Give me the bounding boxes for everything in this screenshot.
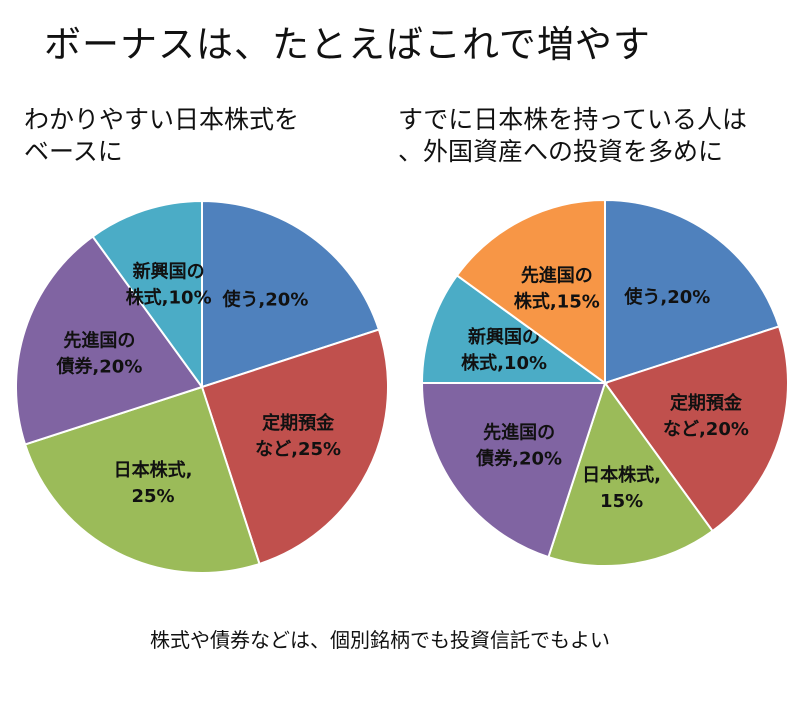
- left-pie-label-3: 先進国の債券,20%: [55, 330, 142, 378]
- right-pie-label-line: など,20%: [663, 419, 749, 440]
- right-pie-label-3: 先進国の債券,20%: [475, 421, 562, 469]
- left-pie-label-4: 新興国の株式,10%: [126, 260, 212, 308]
- right-pie-label-line: 定期預金: [670, 392, 743, 414]
- left-pie-slice-0: [201, 199, 381, 389]
- left-pie-slice-4: [91, 199, 203, 391]
- left-pie-label-line: など,25%: [255, 439, 341, 460]
- left-pie-label-line: 日本株式,: [114, 459, 193, 481]
- right-pie-label-line: 先進国の: [483, 421, 555, 443]
- right-pie-label-line: 日本株式,: [582, 464, 661, 486]
- right-pie-label-line: 債券,20%: [475, 447, 562, 469]
- left-pie-label-line: 使う,20%: [221, 290, 308, 311]
- right-pie-label-line: 先進国の: [521, 264, 593, 286]
- right-pie-slice-4: [420, 274, 609, 384]
- left-pie-label-line: 株式,10%: [126, 286, 212, 308]
- page-title: ボーナスは、たとえばこれで増やす: [44, 23, 651, 66]
- footer-note: 株式や債券などは、個別銘柄でも投資信託でもよい: [150, 628, 610, 652]
- right-chart-subtitle: すでに日本株を持っている人は 、外国資産への投資を多めに: [398, 105, 748, 166]
- right-pie-label-line: 使う,20%: [623, 287, 710, 308]
- right-pie-label-line: 株式,15%: [514, 290, 600, 312]
- right-pie-label-2: 日本株式, 15%: [582, 464, 661, 512]
- right-pie-label-line: 新興国の: [468, 326, 540, 348]
- right-pie-slice-3: [420, 382, 607, 559]
- left-pie-label-0: 使う,20%: [221, 290, 308, 311]
- right-pie-label-line: 15%: [600, 491, 643, 512]
- right-pie-label-5: 先進国の株式,15%: [514, 264, 600, 312]
- right-pie-label-line: 株式,10%: [461, 352, 547, 374]
- right-pie-slice-5: [455, 198, 606, 385]
- right-pie-slice-1: [603, 325, 789, 533]
- left-pie-slice-2: [23, 385, 261, 574]
- left-pie-slice-3: [15, 235, 204, 446]
- right-pie-label-1: 定期預金など,20%: [663, 392, 749, 440]
- left-pie-label-line: 25%: [131, 486, 174, 507]
- left-pie-slice-1: [200, 328, 389, 566]
- right-pie-label-4: 新興国の株式,10%: [461, 326, 547, 374]
- left-pie-label-line: 定期預金: [262, 412, 335, 434]
- left-pie-label-2: 日本株式, 25%: [114, 459, 193, 507]
- right-pie-slice-0: [604, 198, 781, 385]
- left-pie-label-1: 定期預金など,25%: [255, 412, 341, 460]
- left-pie-label-line: 先進国の: [63, 330, 135, 352]
- left-pie-label-line: 債券,20%: [55, 356, 142, 378]
- left-pie-label-line: 新興国の: [133, 260, 205, 282]
- right-pie-slice-2: [547, 380, 714, 567]
- right-pie-label-0: 使う,20%: [623, 287, 710, 308]
- left-chart-subtitle: わかりやすい日本株式を ベースに: [24, 105, 300, 166]
